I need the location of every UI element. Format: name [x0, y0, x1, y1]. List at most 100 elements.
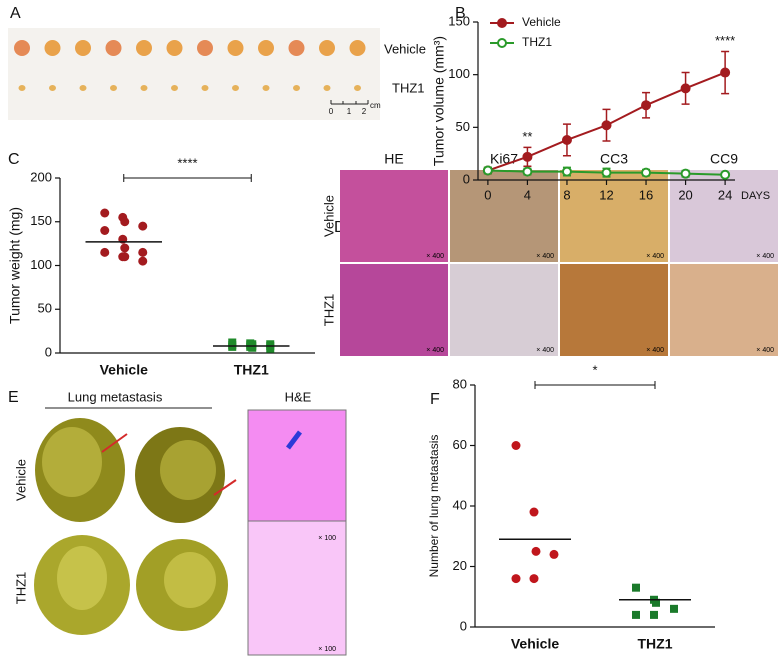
magnification: × 400 — [646, 347, 664, 354]
panel-label: D — [334, 219, 346, 236]
scale-label: cm — [370, 101, 381, 110]
y-tick-label: 100 — [30, 257, 52, 272]
point — [632, 583, 640, 592]
row-label: Vehicle — [384, 41, 426, 56]
tumor — [349, 40, 366, 56]
micrograph — [670, 264, 778, 356]
point — [561, 134, 572, 145]
point — [228, 342, 237, 351]
magnification: × 400 — [536, 347, 554, 354]
tumor — [75, 40, 91, 56]
column-label: CC9 — [710, 151, 738, 167]
point — [720, 169, 731, 180]
micrograph — [560, 264, 668, 356]
x-tick-label: 8 — [563, 187, 570, 202]
point — [100, 247, 110, 257]
tumor — [140, 85, 148, 91]
tumor — [323, 85, 331, 91]
point — [641, 167, 652, 178]
micrograph — [340, 264, 448, 356]
column-label: CC3 — [600, 151, 628, 167]
tumor — [354, 85, 361, 91]
tumor — [49, 85, 56, 91]
panel-label: F — [430, 391, 440, 408]
point — [529, 507, 539, 517]
x-tick-label: THZ1 — [638, 636, 673, 652]
tumor — [288, 40, 305, 56]
point — [522, 151, 533, 162]
point — [511, 574, 521, 584]
lung-photos — [34, 409, 347, 656]
y-tick-label: 150 — [30, 213, 52, 228]
point — [138, 247, 148, 257]
tumor — [227, 40, 244, 56]
x-tick-label: 0 — [484, 187, 491, 202]
point — [100, 208, 110, 218]
point — [549, 549, 559, 559]
magnification: × 400 — [426, 253, 444, 260]
magnification: × 400 — [426, 347, 444, 354]
column-label: HE — [384, 151, 403, 167]
point — [670, 604, 678, 613]
scale-label: 1 — [347, 107, 352, 116]
point — [120, 243, 130, 253]
tumors — [14, 40, 366, 91]
y-tick-label: 0 — [460, 618, 467, 633]
y-axis-label: Number of lung metastasis — [427, 435, 441, 578]
y-axis-label: Tumor volume (mm³) — [431, 36, 447, 166]
micrograph — [450, 170, 558, 262]
tumor — [171, 85, 178, 91]
panel-label: E — [8, 389, 19, 406]
legend-marker — [497, 18, 507, 28]
point — [650, 610, 658, 619]
x-tick-label: Vehicle — [100, 362, 148, 378]
point — [529, 574, 539, 584]
tumor — [136, 40, 152, 56]
micrograph — [670, 170, 778, 262]
tumor — [110, 85, 117, 91]
tumor — [18, 85, 26, 91]
point — [601, 167, 612, 178]
section-title: Lung metastasis — [68, 389, 163, 404]
legend-label: THZ1 — [522, 35, 552, 49]
point — [680, 83, 691, 94]
y-tick-label: 60 — [453, 437, 467, 452]
point — [531, 546, 541, 556]
micrograph — [340, 170, 448, 262]
annotation: ** — [522, 129, 532, 144]
micrograph — [560, 170, 668, 262]
y-tick-label: 80 — [453, 376, 467, 391]
significance-bracket — [534, 381, 656, 389]
magnification: × 100 — [318, 646, 336, 653]
scale-label: 0 — [329, 107, 334, 116]
scale-bar — [330, 100, 369, 105]
point — [138, 221, 148, 231]
panel-label: A — [10, 5, 21, 22]
x-tick-label: 24 — [718, 187, 732, 202]
row-label: THZ1 — [321, 294, 336, 327]
tumor — [166, 40, 183, 56]
magnification: × 400 — [646, 253, 664, 260]
tumor-photo — [8, 28, 380, 120]
micrograph — [450, 264, 558, 356]
point — [120, 252, 130, 262]
y-tick-label: 0 — [463, 171, 470, 186]
tumor — [201, 85, 209, 91]
x-tick-label: 12 — [599, 187, 613, 202]
point — [120, 217, 130, 227]
magnification: × 400 — [536, 253, 554, 260]
magnification: × 400 — [756, 347, 774, 354]
point — [561, 166, 572, 177]
tumor — [105, 40, 122, 56]
y-tick-label: 0 — [45, 344, 52, 359]
point — [601, 120, 612, 131]
point — [680, 168, 691, 179]
tumor — [44, 40, 61, 56]
tumor — [14, 40, 30, 56]
significance: **** — [177, 155, 197, 170]
y-tick-label: 20 — [453, 558, 467, 573]
x-tick-label: 20 — [678, 187, 692, 202]
row-label: THZ1 — [392, 80, 425, 95]
row-label: Vehicle — [321, 195, 336, 237]
